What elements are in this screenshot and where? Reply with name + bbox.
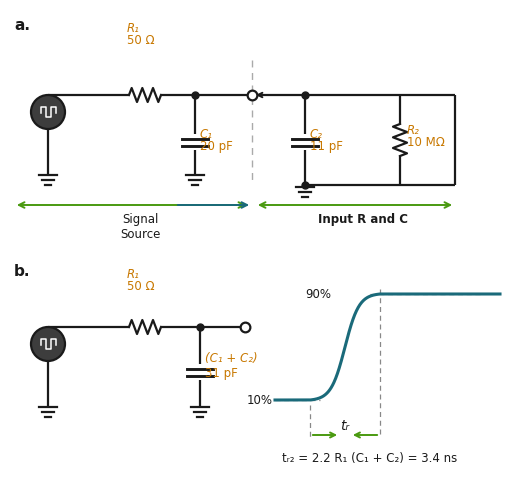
Text: (C₁ + C₂): (C₁ + C₂) [205, 352, 257, 365]
Text: 10%: 10% [246, 395, 272, 408]
Text: tᵣ₂ = 2.2 R₁ (C₁ + C₂) = 3.4 ns: tᵣ₂ = 2.2 R₁ (C₁ + C₂) = 3.4 ns [282, 452, 457, 465]
Circle shape [31, 95, 65, 129]
Text: R₁: R₁ [127, 268, 139, 281]
Text: a.: a. [14, 18, 30, 33]
Text: 90%: 90% [304, 288, 330, 301]
Text: C₁: C₁ [200, 128, 213, 141]
Circle shape [31, 327, 65, 361]
Text: R₂: R₂ [406, 124, 419, 137]
Text: tᵣ: tᵣ [340, 419, 349, 433]
Text: 50 Ω: 50 Ω [127, 34, 154, 47]
Text: 20 pF: 20 pF [200, 140, 232, 153]
Text: 31 pF: 31 pF [205, 367, 237, 380]
Text: 10 MΩ: 10 MΩ [406, 136, 444, 149]
Text: R₁: R₁ [127, 22, 139, 35]
Text: b.: b. [14, 264, 31, 279]
Text: 50 Ω: 50 Ω [127, 280, 154, 293]
Text: C₂: C₂ [309, 128, 322, 141]
Text: Signal
Source: Signal Source [120, 213, 160, 241]
Text: Input R and C: Input R and C [318, 213, 408, 226]
Text: 11 pF: 11 pF [309, 140, 342, 153]
